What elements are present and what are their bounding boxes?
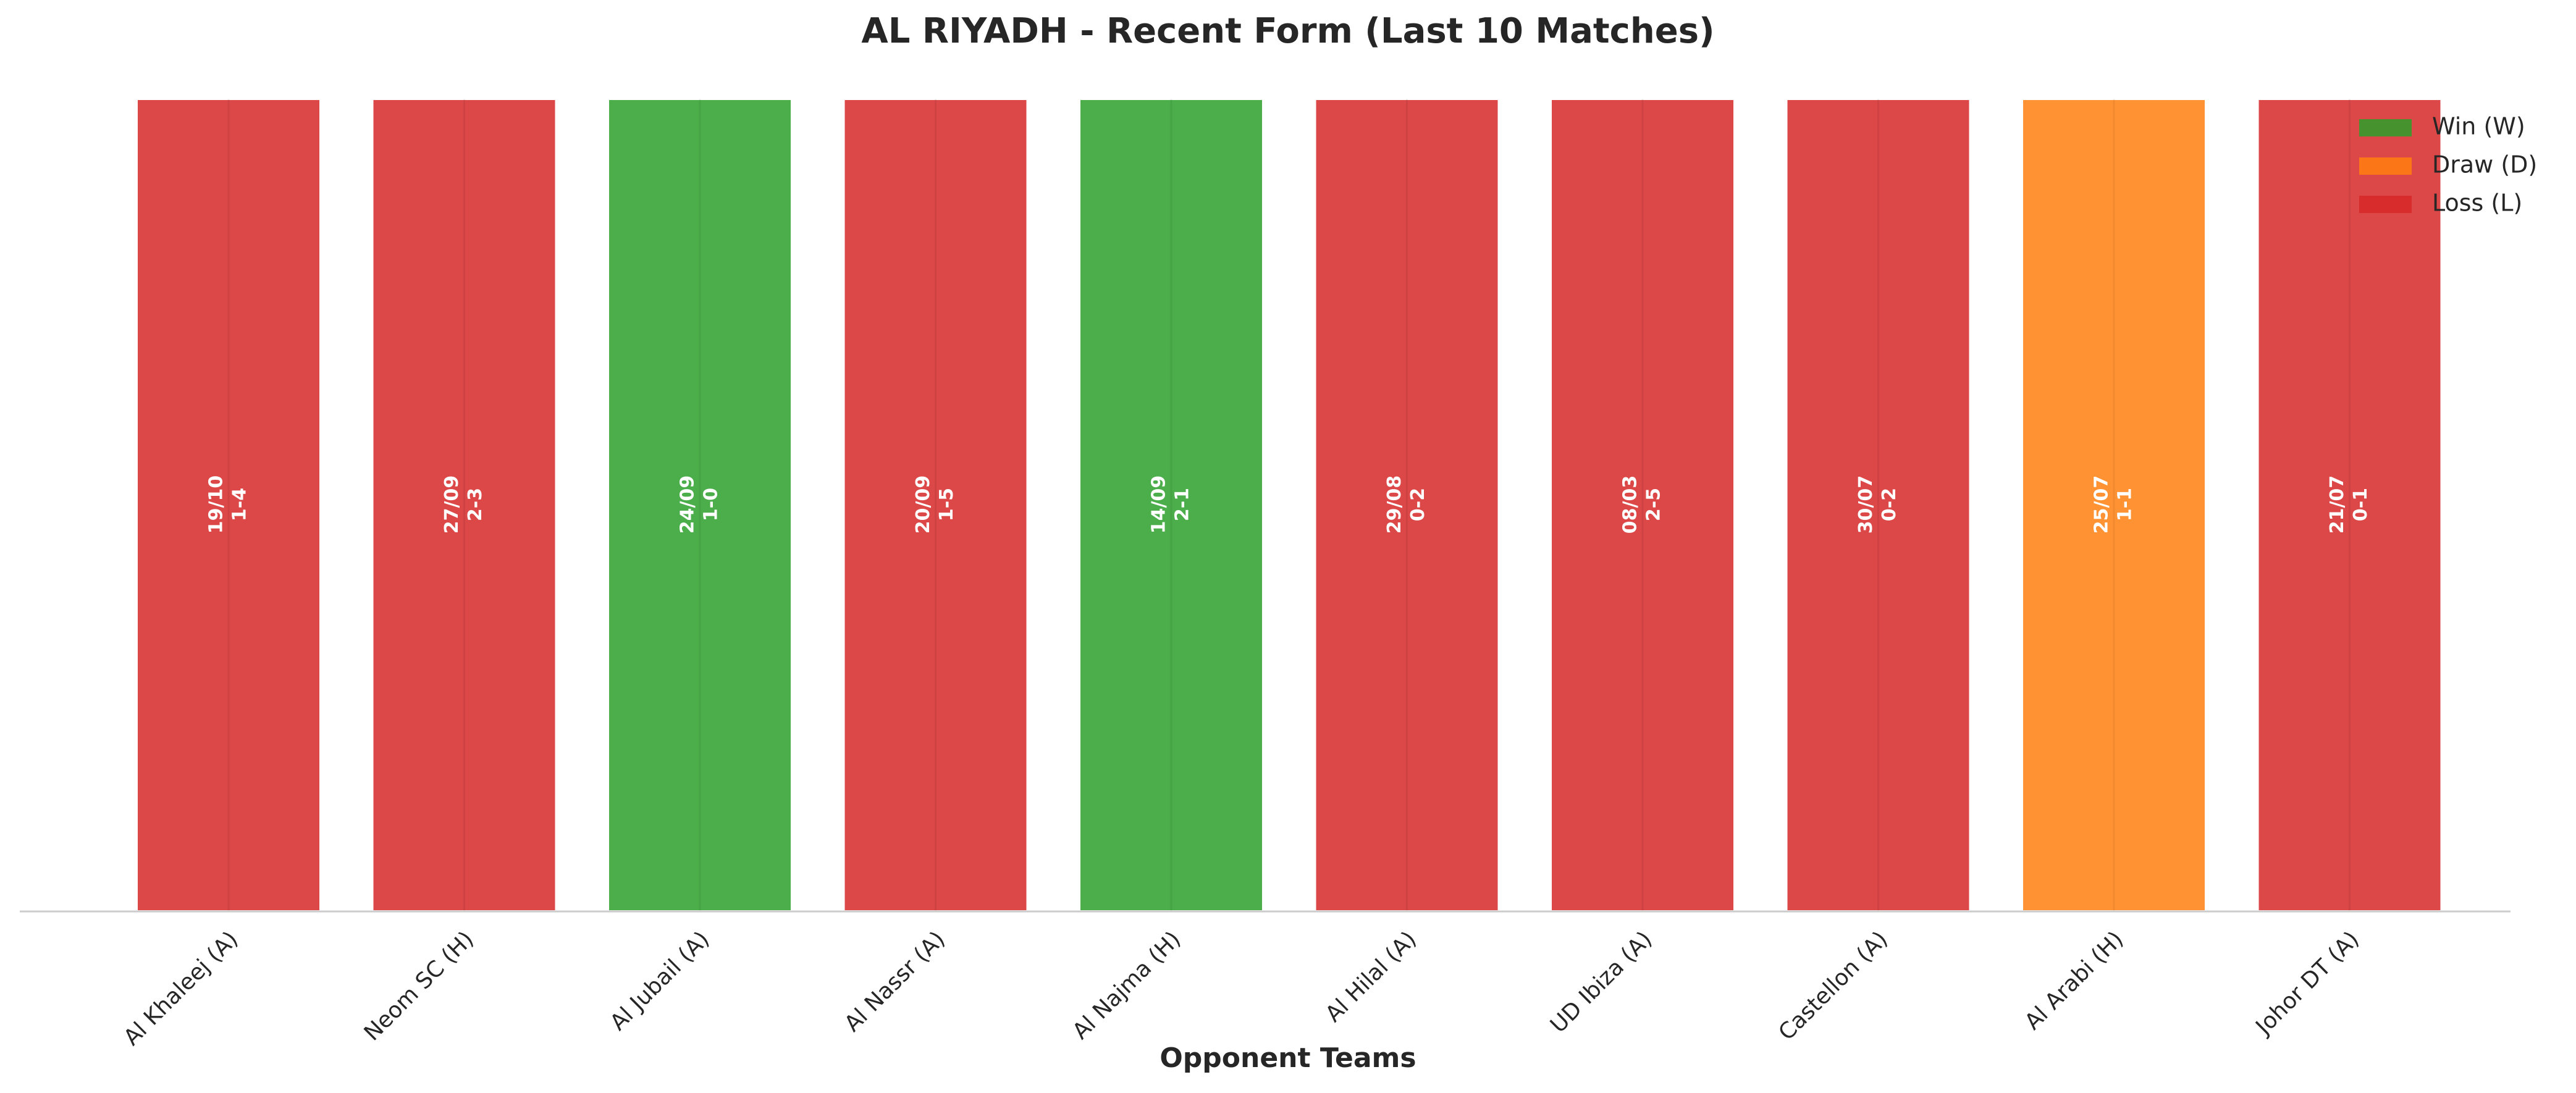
match-score: 0-2 [1879,488,1900,521]
data-label: 24/09 1-0 [677,475,722,534]
bar [1313,98,1501,913]
data-label: 21/07 0-1 [2326,475,2372,534]
match-score: 1-1 [2115,488,2136,521]
legend-swatch [2359,196,2412,213]
match-date: 25/07 [2091,475,2113,534]
match-date: 27/09 [441,475,463,534]
match-date: 29/08 [1384,475,1405,534]
bar [842,98,1029,913]
legend-label: Win (W) [2432,113,2525,140]
match-score: 0-1 [2350,488,2372,521]
data-label: 25/07 1-1 [2091,475,2136,534]
match-score: 1-5 [936,488,958,521]
data-label: 20/09 1-5 [912,475,958,534]
match-score: 0-2 [1407,488,1429,521]
match-date: 14/09 [1148,475,1170,534]
bar [371,98,558,913]
bar [607,98,793,913]
match-score: 1-4 [229,488,251,521]
data-label: 08/03 2-5 [1620,475,1665,534]
data-label: 27/09 2-3 [441,475,486,534]
match-score: 2-1 [1172,488,1193,521]
legend-label: Loss (L) [2432,190,2522,217]
match-date: 19/10 [206,475,227,534]
match-score: 2-5 [1643,488,1665,521]
bar [1078,98,1265,913]
bar [1549,98,1736,913]
bar [2021,98,2207,913]
bar [1785,98,1972,913]
match-date: 21/07 [2326,475,2348,534]
bar [2256,98,2443,913]
legend-swatch [2359,119,2412,136]
legend-label: Draw (D) [2432,151,2537,178]
match-date: 20/09 [912,475,934,534]
chart-title: AL RIYADH - Recent Form (Last 10 Matches… [861,11,1714,51]
match-date: 24/09 [677,475,699,534]
data-label: 14/09 2-1 [1148,475,1193,534]
match-date: 08/03 [1620,475,1641,534]
match-date: 30/07 [1855,475,1877,534]
data-label: 30/07 0-2 [1855,475,1900,534]
data-label: 19/10 1-4 [206,475,251,534]
match-score: 1-0 [701,488,722,521]
bar [135,98,322,913]
legend-swatch [2359,157,2412,175]
data-label: 29/08 0-2 [1384,475,1429,534]
match-score: 2-3 [465,488,486,521]
x-axis-label: Opponent Teams [1160,1042,1416,1074]
